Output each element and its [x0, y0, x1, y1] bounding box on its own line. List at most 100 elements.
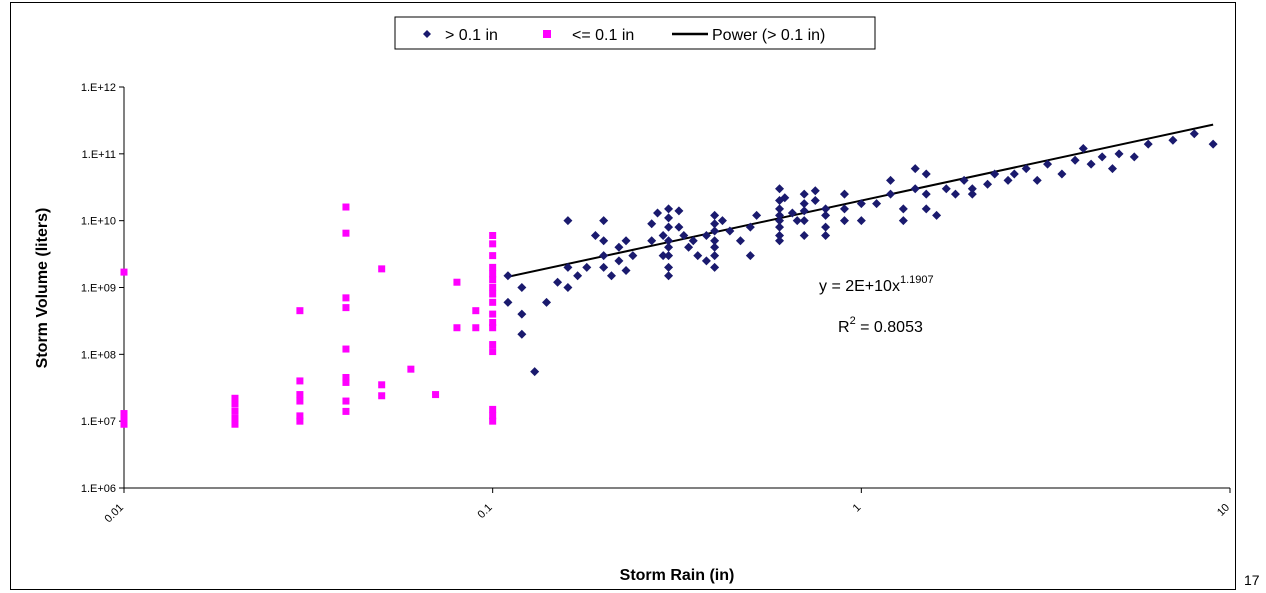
r-squared-text: R2 = 0.8053	[838, 315, 923, 336]
y-tick-label: 1.E+12	[81, 82, 116, 94]
data-point-gt-0-1	[1097, 152, 1107, 162]
data-point-le-0-1	[378, 392, 386, 400]
y-tick-label: 1.E+07	[81, 416, 116, 428]
data-point-gt-0-1	[910, 184, 920, 194]
data-point-gt-0-1	[621, 236, 631, 246]
data-point-gt-0-1	[787, 208, 797, 218]
data-point-le-0-1	[453, 324, 461, 332]
data-point-gt-0-1	[752, 210, 762, 220]
data-point-le-0-1	[342, 345, 350, 353]
y-tick-label: 1.E+11	[82, 149, 116, 161]
x-tick-label: 10	[1215, 502, 1232, 519]
data-point-gt-0-1	[775, 184, 785, 194]
data-point-gt-0-1	[775, 204, 785, 214]
data-point-le-0-1	[342, 203, 350, 211]
data-point-gt-0-1	[553, 277, 563, 287]
data-point-gt-0-1	[590, 230, 600, 240]
data-point-gt-0-1	[1070, 155, 1080, 165]
data-point-gt-0-1	[821, 204, 831, 214]
data-point-gt-0-1	[910, 164, 920, 174]
data-point-gt-0-1	[1129, 152, 1139, 162]
data-point-gt-0-1	[735, 236, 745, 246]
data-point-gt-0-1	[599, 236, 609, 246]
data-point-le-0-1	[296, 397, 304, 405]
data-point-gt-0-1	[898, 204, 908, 214]
data-point-le-0-1	[296, 412, 304, 420]
data-point-le-0-1	[489, 290, 497, 298]
data-point-le-0-1	[489, 318, 497, 326]
data-point-gt-0-1	[664, 242, 674, 252]
data-point-gt-0-1	[821, 230, 831, 240]
data-point-le-0-1	[342, 294, 350, 302]
legend-box	[394, 16, 876, 50]
legend-marker-gt-0-1	[423, 30, 431, 38]
data-point-gt-0-1	[710, 262, 720, 272]
data-point-gt-0-1	[745, 222, 755, 232]
data-point-gt-0-1	[1107, 164, 1117, 174]
data-point-le-0-1	[489, 348, 497, 356]
data-point-gt-0-1	[1143, 139, 1153, 149]
data-point-le-0-1	[296, 417, 304, 425]
data-point-gt-0-1	[886, 175, 896, 185]
data-point-gt-0-1	[1189, 129, 1199, 139]
data-point-le-0-1	[453, 278, 461, 286]
data-point-le-0-1	[231, 394, 239, 402]
data-point-gt-0-1	[872, 199, 882, 209]
data-point-gt-0-1	[810, 196, 820, 206]
data-point-gt-0-1	[932, 210, 942, 220]
series-layer	[120, 123, 1218, 428]
data-point-gt-0-1	[1057, 169, 1067, 179]
data-point-le-0-1	[231, 414, 239, 422]
data-point-gt-0-1	[701, 256, 711, 266]
data-point-gt-0-1	[710, 210, 720, 220]
x-tick-label: 0.1	[475, 502, 494, 521]
data-point-gt-0-1	[684, 242, 694, 252]
data-point-gt-0-1	[563, 283, 573, 292]
data-point-gt-0-1	[693, 251, 703, 261]
data-point-gt-0-1	[856, 199, 866, 209]
legend-marker-le-0-1	[543, 30, 551, 38]
data-point-gt-0-1	[1043, 159, 1053, 169]
data-point-le-0-1	[489, 324, 497, 332]
x-tick-label: 0.01	[102, 502, 126, 526]
data-point-gt-0-1	[679, 230, 689, 240]
data-point-gt-0-1	[921, 169, 931, 179]
data-point-gt-0-1	[775, 222, 785, 232]
data-point-gt-0-1	[710, 236, 720, 246]
data-point-gt-0-1	[799, 199, 809, 209]
data-point-gt-0-1	[530, 367, 540, 377]
data-point-gt-0-1	[503, 271, 513, 281]
data-point-gt-0-1	[941, 184, 951, 194]
data-point-gt-0-1	[664, 251, 674, 261]
data-point-gt-0-1	[599, 262, 609, 272]
legend-label-gt-0-1: > 0.1 in	[445, 27, 498, 44]
data-point-gt-0-1	[775, 216, 785, 226]
legend-label-le-0-1: <= 0.1 in	[572, 27, 634, 44]
data-point-le-0-1	[489, 252, 497, 260]
data-point-le-0-1	[489, 298, 497, 306]
data-point-gt-0-1	[780, 193, 790, 203]
data-point-le-0-1	[489, 310, 497, 318]
data-point-gt-0-1	[839, 204, 849, 214]
data-point-le-0-1	[120, 420, 128, 428]
data-point-gt-0-1	[839, 189, 849, 199]
data-point-gt-0-1	[839, 216, 849, 226]
y-tick-label: 1.E+10	[81, 216, 116, 228]
axes: 1.E+06 1.E+07 1.E+08 1.E+09 1.E+10 1.E+11 1.E+…	[81, 82, 1232, 525]
data-point-gt-0-1	[664, 213, 674, 223]
data-point-gt-0-1	[799, 189, 809, 199]
x-tick-label: 1	[851, 502, 864, 515]
data-point-le-0-1	[296, 391, 304, 399]
data-point-le-0-1	[342, 229, 350, 237]
data-point-gt-0-1	[614, 242, 624, 252]
data-point-gt-0-1	[725, 226, 735, 236]
data-point-gt-0-1	[621, 265, 631, 275]
data-point-gt-0-1	[710, 251, 720, 261]
data-point-gt-0-1	[1208, 139, 1218, 149]
data-point-gt-0-1	[799, 206, 809, 216]
data-point-gt-0-1	[664, 236, 674, 246]
data-point-gt-0-1	[856, 216, 866, 226]
data-point-gt-0-1	[1086, 159, 1096, 169]
equation-text: y = 2E+10x1.1907	[819, 274, 934, 295]
